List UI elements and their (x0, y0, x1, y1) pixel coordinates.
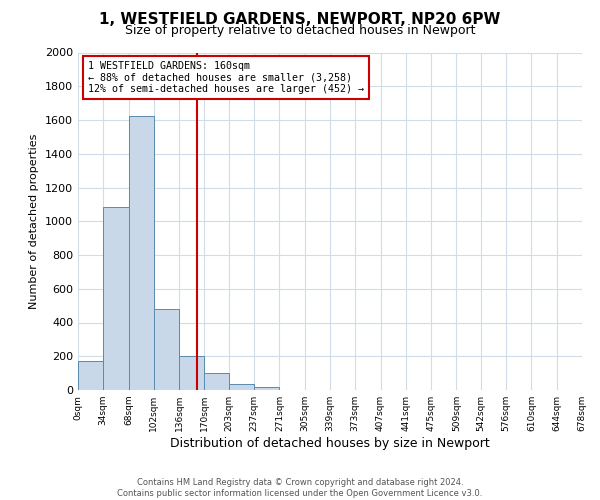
Text: Size of property relative to detached houses in Newport: Size of property relative to detached ho… (125, 24, 475, 37)
Text: 1 WESTFIELD GARDENS: 160sqm
← 88% of detached houses are smaller (3,258)
12% of : 1 WESTFIELD GARDENS: 160sqm ← 88% of det… (88, 61, 364, 94)
Bar (128, 116, 154, 390)
Bar (154, 309, 179, 390)
Y-axis label: Number of detached properties: Number of detached properties (29, 134, 40, 309)
Bar (205, 373, 229, 390)
Bar (179, 356, 205, 390)
Bar (254, 386, 280, 390)
Bar (103, 207, 128, 390)
Bar (229, 384, 254, 390)
Text: 1, WESTFIELD GARDENS, NEWPORT, NP20 6PW: 1, WESTFIELD GARDENS, NEWPORT, NP20 6PW (100, 12, 500, 28)
Text: Contains HM Land Registry data © Crown copyright and database right 2024.
Contai: Contains HM Land Registry data © Crown c… (118, 478, 482, 498)
Bar (78, 362, 103, 390)
X-axis label: Distribution of detached houses by size in Newport: Distribution of detached houses by size … (170, 437, 490, 450)
